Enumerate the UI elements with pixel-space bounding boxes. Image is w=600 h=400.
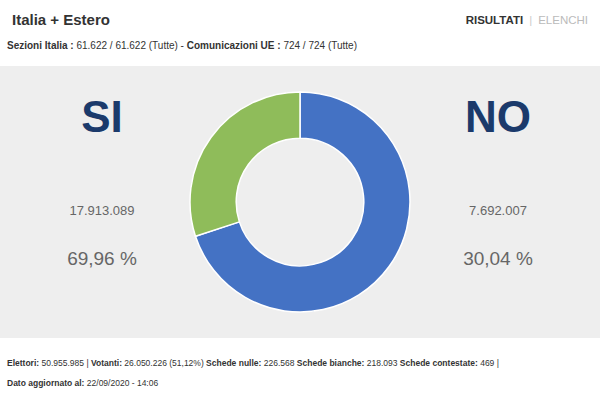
subtitle-part: 724 / 724 (Tutte): [281, 40, 357, 51]
footer-part: Dato aggiornato al:: [7, 378, 85, 388]
subtitle-part: -: [178, 40, 187, 51]
footer-part: Schede nulle:: [206, 358, 261, 368]
vote-label: 17.913.089: [69, 203, 134, 218]
slice: [190, 92, 300, 236]
footer-part: Elettori:: [7, 358, 39, 368]
title: Italia + Estero: [12, 11, 110, 28]
footer-part: Votanti:: [91, 358, 122, 368]
footer-part: 22/09/2020 - 14:06: [84, 378, 158, 388]
footer-part: Schede bianche:: [297, 358, 365, 368]
footer: Elettori: 50.955.985 | Votanti: 26.050.2…: [7, 358, 499, 368]
tab: RISULTATI: [466, 14, 524, 26]
footer-part: 50.955.985 |: [39, 358, 91, 368]
data-label: 30,04 %: [463, 248, 533, 269]
subtitle-part: Comunicazioni UE :: [187, 40, 281, 51]
donut: [190, 92, 410, 312]
panel: [0, 66, 600, 338]
data-label: 69,96 %: [67, 248, 137, 269]
tab: ELENCHI: [538, 14, 588, 26]
subtitle-part: Sezioni Italia :: [7, 40, 74, 51]
tabs: RISULTATI | ELENCHI: [466, 14, 588, 26]
footer-part: 218.093: [364, 358, 399, 368]
vote-label: 7.692.007: [469, 203, 527, 218]
footer-part: 26.050.226 (51,12%): [122, 358, 206, 368]
category-label: NO: [465, 92, 531, 141]
subtitle: Sezioni Italia : 61.622 / 61.622 (Tutte)…: [7, 40, 357, 51]
category-label: SI: [81, 92, 123, 141]
chart: Italia + Estero RISULTATI | ELENCHI Sezioni …: [0, 0, 600, 400]
footer: Dato aggiornato al: 22/09/2020 - 14:06: [7, 378, 158, 388]
footer-part: 226.568: [261, 358, 296, 368]
subtitle-part: 61.622 / 61.622 (Tutte): [74, 40, 178, 51]
footer-part: Schede contestate:: [400, 358, 478, 368]
footer-part: 469 |: [478, 358, 499, 368]
tab: |: [529, 14, 532, 26]
